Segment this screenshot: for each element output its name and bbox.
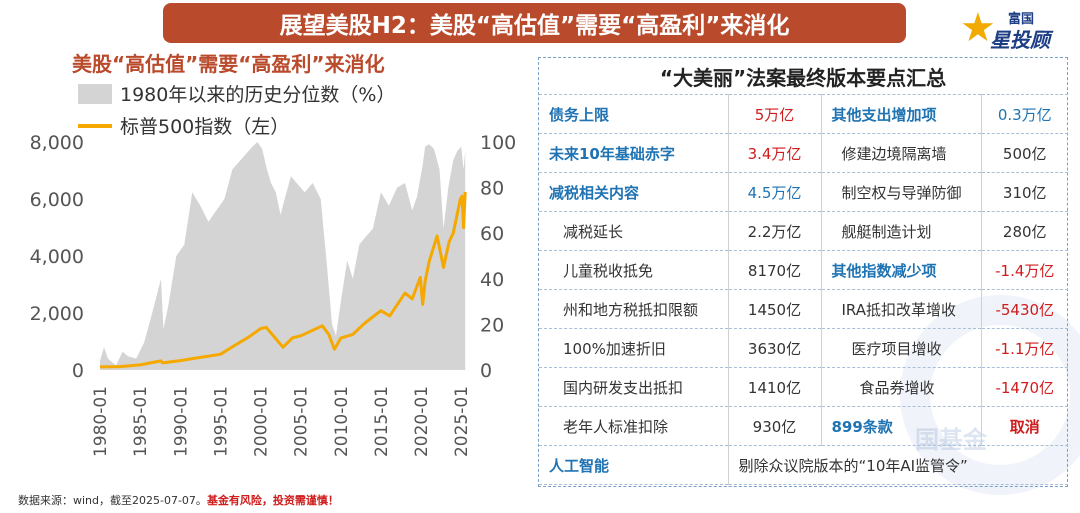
x-axis-tick-label: 2020-01	[412, 386, 432, 457]
chart-title: 美股“高估值”需要“高盈利”来消化	[72, 52, 385, 76]
table-cell: 减税相关内容	[539, 172, 729, 212]
table-cell: 人工智能	[539, 445, 729, 485]
x-axis-tick-label: 1980-01	[91, 386, 111, 457]
table-cell: -1.4万亿	[981, 250, 1068, 290]
x-axis-tick-label: 2000-01	[252, 386, 272, 457]
legend-line-label: 标普500指数（左）	[120, 116, 290, 138]
sp500-line	[99, 191, 467, 369]
table-row: 州和地方税抵扣限额 1450亿 IRA抵扣改革增收 -5430亿	[539, 289, 1068, 329]
x-axis-tick-label: 2015-01	[372, 386, 392, 457]
table-cell: 医疗项目增收	[821, 328, 982, 368]
table-cell: 5万亿	[728, 94, 822, 134]
legend-area-swatch	[78, 83, 112, 104]
legend-line-item: 标普500指数（左）	[78, 112, 289, 139]
table-cell: 剔除众议院版本的“10年AI监管令”	[728, 445, 1068, 485]
table-cell: 国内研发支出抵扣	[539, 367, 729, 407]
table-cell: 8170亿	[728, 250, 822, 290]
table-cell: 280亿	[981, 211, 1068, 251]
percentile-area	[100, 142, 466, 370]
table-cell: 1410亿	[728, 367, 822, 407]
table-cell: 儿童税收抵免	[539, 250, 729, 290]
right-axis-tick-label: 80	[480, 178, 504, 200]
bill-summary-table: 债务上限 5万亿 其他支出增加项 0.3万亿 未来10年基础赤字 3.4万亿 修…	[539, 94, 1068, 485]
table-cell: -5430亿	[981, 289, 1068, 329]
right-axis-tick-label: 20	[480, 314, 504, 336]
table-cell: 未来10年基础赤字	[539, 133, 729, 173]
table-cell: 舰艇制造计划	[821, 211, 982, 251]
brand-logo: ★ 富国 星投顾	[960, 5, 1070, 52]
x-axis-tick-label: 1995-01	[211, 386, 231, 457]
table-cell: 修建边境隔离墙	[821, 133, 982, 173]
x-axis-tick-label: 1985-01	[131, 386, 151, 457]
x-axis-tick-label: 2025-01	[452, 386, 472, 457]
star-icon: ★	[960, 5, 996, 51]
table-cell: -1470亿	[981, 367, 1068, 407]
table-cell: 其他指数减少项	[821, 250, 982, 290]
x-axis-tick-label: 2005-01	[292, 386, 312, 457]
table-cell: 食品券增收	[821, 367, 982, 407]
table-cell: 4.5万亿	[728, 172, 822, 212]
logo-line2: 星投顾	[990, 28, 1050, 52]
table-cell: 500亿	[981, 133, 1068, 173]
table-cell: 制空权与导弹防御	[821, 172, 982, 212]
table-cell: 3.4万亿	[728, 133, 822, 173]
table-cell: 899条款	[821, 406, 982, 446]
legend-area-label: 1980年以来的历史分位数（%）	[120, 84, 396, 106]
table-row: 人工智能 剔除众议院版本的“10年AI监管令”	[539, 445, 1068, 485]
right-axis-tick-label: 0	[480, 360, 492, 382]
logo-line1: 富国	[1008, 12, 1035, 27]
table-row: 老年人标准扣除 930亿 899条款 取消	[539, 406, 1068, 446]
table-cell: 930亿	[728, 406, 822, 446]
table-cell: -1.1万亿	[981, 328, 1068, 368]
table-cell: IRA抵扣改革增收	[821, 289, 982, 329]
legend-line-swatch	[78, 123, 112, 128]
table-cell: 取消	[981, 406, 1068, 446]
table-row: 债务上限 5万亿 其他支出增加项 0.3万亿	[539, 94, 1068, 134]
left-axis-tick-label: 4,000	[30, 246, 84, 268]
right-axis-tick-label: 60	[480, 223, 504, 245]
table-row: 国内研发支出抵扣 1410亿 食品券增收 -1470亿	[539, 367, 1068, 407]
table-cell: 310亿	[981, 172, 1068, 212]
table-cell: 1450亿	[728, 289, 822, 329]
right-axis-tick-label: 40	[480, 269, 504, 291]
footnote: 数据来源：wind，截至2025-07-07。基金有风险，投资需谨慎！	[18, 492, 339, 508]
x-axis-tick-label: 2010-01	[332, 386, 352, 457]
left-axis-tick-label: 6,000	[30, 189, 84, 211]
left-axis-tick-label: 8,000	[30, 132, 84, 154]
x-axis-tick-label: 1990-01	[171, 386, 191, 457]
footnote-source: 数据来源：wind，截至2025-07-07。	[18, 494, 207, 507]
table-row: 减税相关内容 4.5万亿 制空权与导弹防御 310亿	[539, 172, 1068, 212]
table-cell: 债务上限	[539, 94, 729, 134]
table-cell: 2.2万亿	[728, 211, 822, 251]
left-axis-tick-label: 2,000	[30, 303, 84, 325]
table-title: “大美丽”法案最终版本要点汇总	[659, 65, 947, 90]
table-row: 未来10年基础赤字 3.4万亿 修建边境隔离墙 500亿	[539, 133, 1068, 173]
footnote-warning: 基金有风险，投资需谨慎！	[206, 494, 339, 507]
table-row: 儿童税收抵免 8170亿 其他指数减少项 -1.4万亿	[539, 250, 1068, 290]
banner-title: 展望美股H2：美股“高估值”需要“高盈利”来消化	[163, 3, 906, 43]
chart-canvas: 8,000 6,000 4,000 2,000 0 100 80 60 40 20 0 1980-01…	[30, 132, 517, 457]
left-axis-tick-label: 0	[72, 360, 84, 382]
table-cell: 100%加速折旧	[539, 328, 729, 368]
legend-area-item: 1980年以来的历史分位数（%）	[78, 80, 395, 107]
table-cell: 0.3万亿	[981, 94, 1068, 134]
table-cell: 州和地方税抵扣限额	[539, 289, 729, 329]
table-cell: 其他支出增加项	[821, 94, 982, 134]
table-cell: 3630亿	[728, 328, 822, 368]
table-row: 100%加速折旧 3630亿 医疗项目增收 -1.1万亿	[539, 328, 1068, 368]
table-cell: 减税延长	[539, 211, 729, 251]
right-axis-tick-label: 100	[480, 132, 516, 154]
table-cell: 老年人标准扣除	[539, 406, 729, 446]
bill-summary-table-box: “大美丽”法案最终版本要点汇总 债务上限 5万亿 其他支出增加项 0.3万亿 未…	[538, 57, 1068, 487]
table-row: 减税延长 2.2万亿 舰艇制造计划 280亿	[539, 211, 1068, 251]
